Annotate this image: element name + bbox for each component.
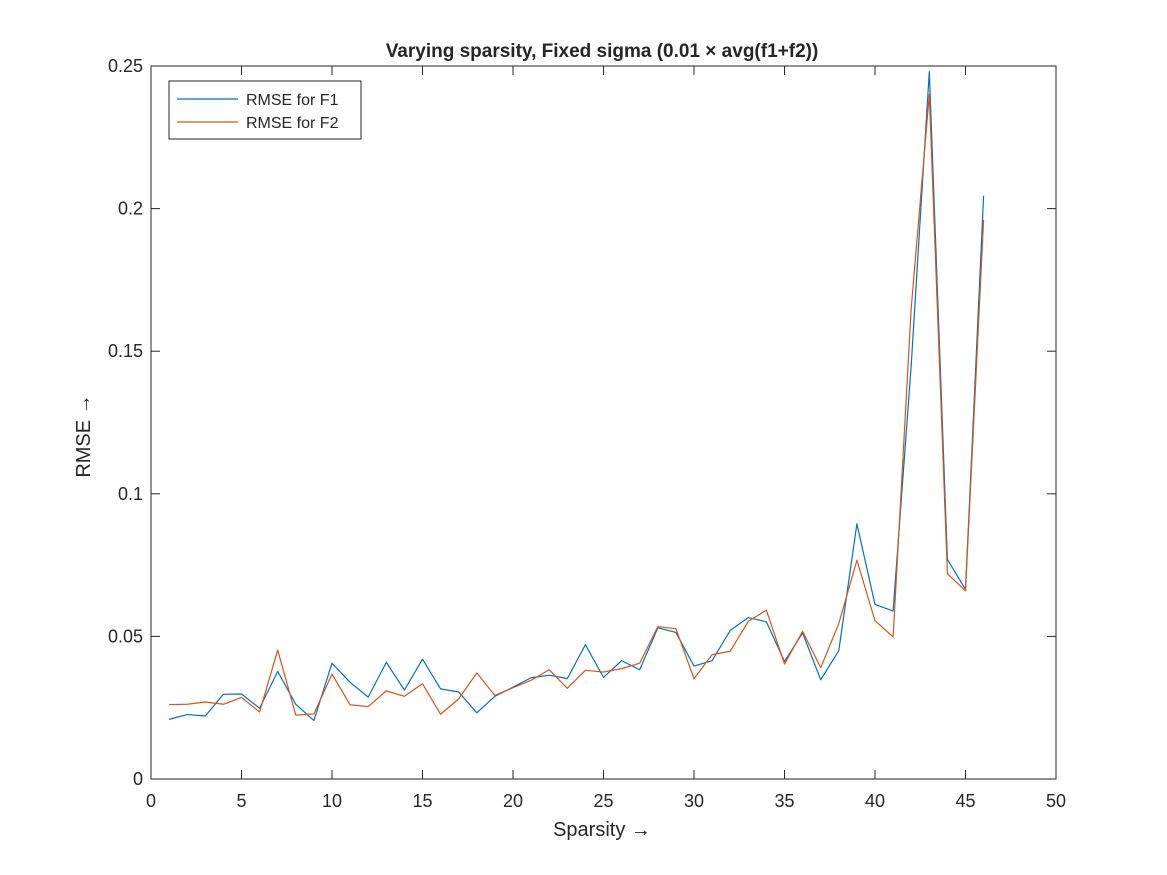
y-axis-label: RMSE → [73, 394, 95, 477]
x-tick-label: 30 [684, 791, 704, 811]
x-tick-label: 0 [146, 791, 156, 811]
x-tick-label: 20 [503, 791, 523, 811]
y-tick-label: 0 [133, 769, 143, 789]
x-tick-label: 10 [322, 791, 342, 811]
series-line-f1 [168, 71, 985, 722]
x-tick-label: 45 [955, 791, 975, 811]
y-tick-label: 0.05 [108, 626, 143, 646]
series-line-f2 [169, 93, 985, 716]
y-tick-label: 0.15 [108, 341, 143, 361]
legend-label-f1: RMSE for F1 [246, 92, 339, 109]
x-axis-label: Sparsity → [553, 819, 651, 841]
legend-box [168, 80, 362, 140]
ticks-layer: 0 5 10 15 20 25 30 35 40 45 50 0 0.05 0.1 0.15 0.2 0.25 [108, 56, 1066, 811]
y-tick-label: 0.1 [118, 484, 143, 504]
x-tick-label: 50 [1046, 791, 1066, 811]
y-tick-label: 0.2 [118, 199, 143, 219]
x-tick-label: 5 [236, 791, 246, 811]
legend-label-f2: RMSE for F2 [246, 115, 339, 132]
x-tick-label: 25 [593, 791, 613, 811]
chart-title: Varying sparsity, Fixed sigma (0.01 × av… [386, 41, 819, 62]
series-layer [168, 71, 985, 722]
x-tick-label: 35 [774, 791, 794, 811]
x-tick-label: 15 [412, 791, 432, 811]
x-tick-label: 40 [865, 791, 885, 811]
legend: RMSE for F1 RMSE for F2 [168, 80, 362, 140]
y-tick-label: 0.25 [108, 56, 143, 76]
